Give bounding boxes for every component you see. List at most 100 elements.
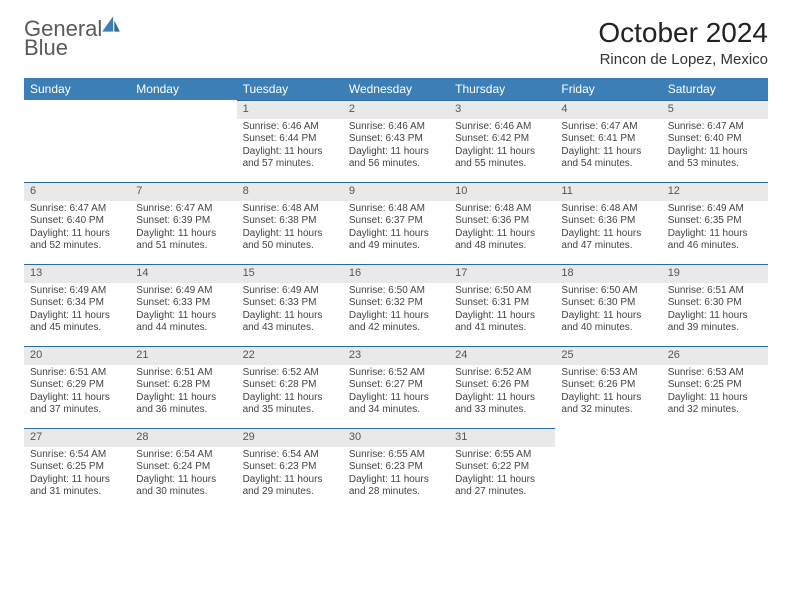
calendar-cell [662, 428, 768, 510]
calendar-page: General Blue October 2024 Rincon de Lope… [0, 0, 792, 528]
calendar-cell: 8Sunrise: 6:48 AMSunset: 6:38 PMDaylight… [237, 182, 343, 264]
calendar-cell [555, 428, 661, 510]
cell-body: Sunrise: 6:46 AMSunset: 6:43 PMDaylight:… [343, 119, 449, 175]
day-number: 13 [24, 264, 130, 283]
day-number: 16 [343, 264, 449, 283]
cell-body: Sunrise: 6:48 AMSunset: 6:38 PMDaylight:… [237, 201, 343, 257]
sunrise: Sunrise: 6:50 AM [561, 285, 655, 298]
cell-body: Sunrise: 6:47 AMSunset: 6:39 PMDaylight:… [130, 201, 236, 257]
sunrise: Sunrise: 6:54 AM [136, 449, 230, 462]
calendar-cell: 20Sunrise: 6:51 AMSunset: 6:29 PMDayligh… [24, 346, 130, 428]
sunrise: Sunrise: 6:51 AM [30, 367, 124, 380]
day-header: Monday [130, 78, 236, 100]
sunrise: Sunrise: 6:46 AM [455, 121, 549, 134]
cell-body: Sunrise: 6:48 AMSunset: 6:36 PMDaylight:… [449, 201, 555, 257]
calendar-cell: 1Sunrise: 6:46 AMSunset: 6:44 PMDaylight… [237, 100, 343, 182]
cell-body: Sunrise: 6:52 AMSunset: 6:28 PMDaylight:… [237, 365, 343, 421]
day-header: Saturday [662, 78, 768, 100]
sunrise: Sunrise: 6:50 AM [349, 285, 443, 298]
calendar-row: 6Sunrise: 6:47 AMSunset: 6:40 PMDaylight… [24, 182, 768, 264]
daylight: Daylight: 11 hours and 41 minutes. [455, 310, 549, 335]
sunrise: Sunrise: 6:55 AM [349, 449, 443, 462]
calendar-cell: 25Sunrise: 6:53 AMSunset: 6:26 PMDayligh… [555, 346, 661, 428]
sunrise: Sunrise: 6:51 AM [668, 285, 762, 298]
sunrise: Sunrise: 6:48 AM [561, 203, 655, 216]
daylight: Daylight: 11 hours and 47 minutes. [561, 228, 655, 253]
day-number: 26 [662, 346, 768, 365]
sunrise: Sunrise: 6:52 AM [243, 367, 337, 380]
sunset: Sunset: 6:39 PM [136, 215, 230, 228]
calendar-cell: 28Sunrise: 6:54 AMSunset: 6:24 PMDayligh… [130, 428, 236, 510]
day-number: 29 [237, 428, 343, 447]
calendar-cell: 24Sunrise: 6:52 AMSunset: 6:26 PMDayligh… [449, 346, 555, 428]
sunset: Sunset: 6:40 PM [668, 133, 762, 146]
sail-icon [100, 14, 122, 36]
daylight: Daylight: 11 hours and 42 minutes. [349, 310, 443, 335]
cell-body: Sunrise: 6:51 AMSunset: 6:30 PMDaylight:… [662, 283, 768, 339]
sunset: Sunset: 6:44 PM [243, 133, 337, 146]
cell-body: Sunrise: 6:46 AMSunset: 6:44 PMDaylight:… [237, 119, 343, 175]
daylight: Daylight: 11 hours and 49 minutes. [349, 228, 443, 253]
sunset: Sunset: 6:43 PM [349, 133, 443, 146]
sunrise: Sunrise: 6:49 AM [30, 285, 124, 298]
sunset: Sunset: 6:27 PM [349, 379, 443, 392]
daylight: Daylight: 11 hours and 28 minutes. [349, 474, 443, 499]
day-number: 14 [130, 264, 236, 283]
sunset: Sunset: 6:41 PM [561, 133, 655, 146]
sunset: Sunset: 6:36 PM [455, 215, 549, 228]
day-number: 23 [343, 346, 449, 365]
calendar-row: 1Sunrise: 6:46 AMSunset: 6:44 PMDaylight… [24, 100, 768, 182]
brand-logo: General Blue [24, 18, 122, 59]
daylight: Daylight: 11 hours and 53 minutes. [668, 146, 762, 171]
cell-body: Sunrise: 6:48 AMSunset: 6:37 PMDaylight:… [343, 201, 449, 257]
cell-body: Sunrise: 6:49 AMSunset: 6:33 PMDaylight:… [237, 283, 343, 339]
day-number: 18 [555, 264, 661, 283]
daylight: Daylight: 11 hours and 43 minutes. [243, 310, 337, 335]
day-number: 7 [130, 182, 236, 201]
daylight: Daylight: 11 hours and 48 minutes. [455, 228, 549, 253]
sunrise: Sunrise: 6:48 AM [349, 203, 443, 216]
day-number: 11 [555, 182, 661, 201]
sunrise: Sunrise: 6:46 AM [349, 121, 443, 134]
day-number: 4 [555, 100, 661, 119]
daylight: Daylight: 11 hours and 33 minutes. [455, 392, 549, 417]
sunset: Sunset: 6:34 PM [30, 297, 124, 310]
sunset: Sunset: 6:28 PM [136, 379, 230, 392]
daylight: Daylight: 11 hours and 35 minutes. [243, 392, 337, 417]
sunrise: Sunrise: 6:52 AM [349, 367, 443, 380]
cell-body: Sunrise: 6:55 AMSunset: 6:22 PMDaylight:… [449, 447, 555, 503]
calendar-cell: 29Sunrise: 6:54 AMSunset: 6:23 PMDayligh… [237, 428, 343, 510]
location: Rincon de Lopez, Mexico [598, 51, 768, 68]
sunrise: Sunrise: 6:54 AM [243, 449, 337, 462]
calendar-cell: 31Sunrise: 6:55 AMSunset: 6:22 PMDayligh… [449, 428, 555, 510]
sunset: Sunset: 6:31 PM [455, 297, 549, 310]
cell-body: Sunrise: 6:55 AMSunset: 6:23 PMDaylight:… [343, 447, 449, 503]
calendar-cell: 18Sunrise: 6:50 AMSunset: 6:30 PMDayligh… [555, 264, 661, 346]
sunrise: Sunrise: 6:52 AM [455, 367, 549, 380]
cell-body: Sunrise: 6:48 AMSunset: 6:36 PMDaylight:… [555, 201, 661, 257]
sunset: Sunset: 6:24 PM [136, 461, 230, 474]
day-number: 17 [449, 264, 555, 283]
calendar-cell: 6Sunrise: 6:47 AMSunset: 6:40 PMDaylight… [24, 182, 130, 264]
daylight: Daylight: 11 hours and 52 minutes. [30, 228, 124, 253]
day-number: 9 [343, 182, 449, 201]
cell-body: Sunrise: 6:46 AMSunset: 6:42 PMDaylight:… [449, 119, 555, 175]
calendar-cell: 5Sunrise: 6:47 AMSunset: 6:40 PMDaylight… [662, 100, 768, 182]
daylight: Daylight: 11 hours and 44 minutes. [136, 310, 230, 335]
day-header: Friday [555, 78, 661, 100]
cell-body: Sunrise: 6:47 AMSunset: 6:40 PMDaylight:… [24, 201, 130, 257]
daylight: Daylight: 11 hours and 45 minutes. [30, 310, 124, 335]
sunset: Sunset: 6:37 PM [349, 215, 443, 228]
sunset: Sunset: 6:23 PM [349, 461, 443, 474]
day-number: 28 [130, 428, 236, 447]
calendar-row: 13Sunrise: 6:49 AMSunset: 6:34 PMDayligh… [24, 264, 768, 346]
sunrise: Sunrise: 6:53 AM [561, 367, 655, 380]
daylight: Daylight: 11 hours and 51 minutes. [136, 228, 230, 253]
calendar-cell: 7Sunrise: 6:47 AMSunset: 6:39 PMDaylight… [130, 182, 236, 264]
day-number: 19 [662, 264, 768, 283]
day-number: 25 [555, 346, 661, 365]
daylight: Daylight: 11 hours and 29 minutes. [243, 474, 337, 499]
sunset: Sunset: 6:29 PM [30, 379, 124, 392]
day-number: 1 [237, 100, 343, 119]
calendar-body: 1Sunrise: 6:46 AMSunset: 6:44 PMDaylight… [24, 100, 768, 510]
